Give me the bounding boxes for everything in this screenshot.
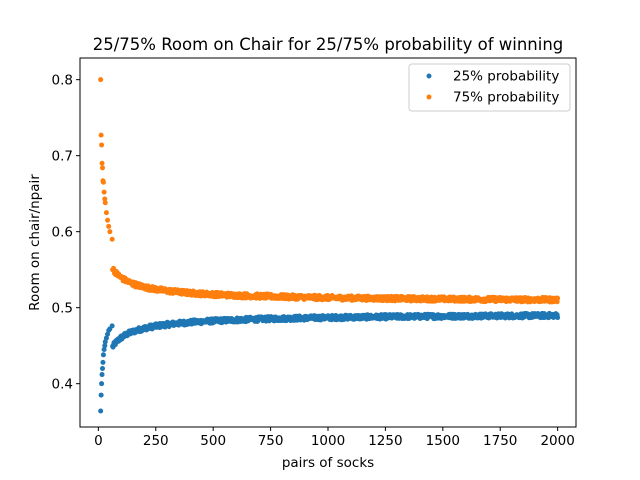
data-point <box>98 408 104 414</box>
data-point <box>99 160 105 166</box>
data-point <box>100 352 106 358</box>
data-point <box>101 189 107 195</box>
data-point <box>102 200 108 206</box>
x-tick-label: 0 <box>94 433 103 449</box>
data-point <box>109 236 115 242</box>
data-point <box>105 217 111 223</box>
data-point <box>555 315 561 321</box>
y-axis: 0.4 0.5 0.6 0.7 0.8 <box>52 73 80 393</box>
data-point <box>102 343 108 349</box>
data-point <box>109 323 115 329</box>
data-point <box>102 196 108 202</box>
x-tick-label: 1750 <box>483 433 517 449</box>
x-axis: 0 250 500 750 1000 1250 1500 1750 2000 <box>94 427 575 449</box>
data-point <box>102 339 108 345</box>
data-point <box>103 335 109 341</box>
data-point <box>555 295 561 301</box>
data-point <box>99 142 105 148</box>
series-25-points <box>98 310 561 414</box>
data-point <box>100 179 106 185</box>
y-tick-label: 0.6 <box>52 225 73 241</box>
x-tick-label: 1500 <box>426 433 460 449</box>
legend-marker-75 <box>426 94 432 100</box>
data-point <box>100 359 106 365</box>
legend-label-25: 25% probability <box>453 69 559 85</box>
y-tick-label: 0.5 <box>52 301 73 317</box>
data-point <box>98 132 104 138</box>
plot-area-frame <box>79 57 577 428</box>
data-point <box>101 346 107 352</box>
chart-title: 25/75% Room on Chair for 25/75% probabil… <box>93 35 564 54</box>
x-tick-label: 250 <box>143 433 169 449</box>
legend-box <box>408 63 571 112</box>
x-tick-label: 500 <box>200 433 226 449</box>
legend: 25% probability 75% probability <box>408 63 571 112</box>
data-point <box>107 229 113 235</box>
data-point <box>98 77 104 83</box>
legend-marker-25 <box>426 73 432 79</box>
x-axis-label: pairs of socks <box>282 455 374 471</box>
data-point <box>99 381 105 387</box>
x-tick-label: 750 <box>258 433 284 449</box>
y-tick-label: 0.4 <box>52 377 73 393</box>
y-axis-label: Room on chair/npair <box>27 174 43 311</box>
data-point <box>100 165 105 171</box>
y-tick-label: 0.8 <box>52 73 73 89</box>
data-point <box>105 331 111 337</box>
y-tick-label: 0.7 <box>52 149 73 165</box>
data-point <box>98 392 104 398</box>
series-75-points <box>98 77 561 305</box>
data-point <box>99 372 105 378</box>
x-tick-label: 2000 <box>540 433 574 449</box>
legend-label-75: 75% probability <box>453 90 559 106</box>
series-layer <box>98 77 561 414</box>
x-tick-label: 1250 <box>368 433 402 449</box>
data-point <box>106 223 112 229</box>
data-point <box>100 365 105 371</box>
x-tick-label: 1000 <box>311 433 345 449</box>
data-point <box>103 210 109 216</box>
